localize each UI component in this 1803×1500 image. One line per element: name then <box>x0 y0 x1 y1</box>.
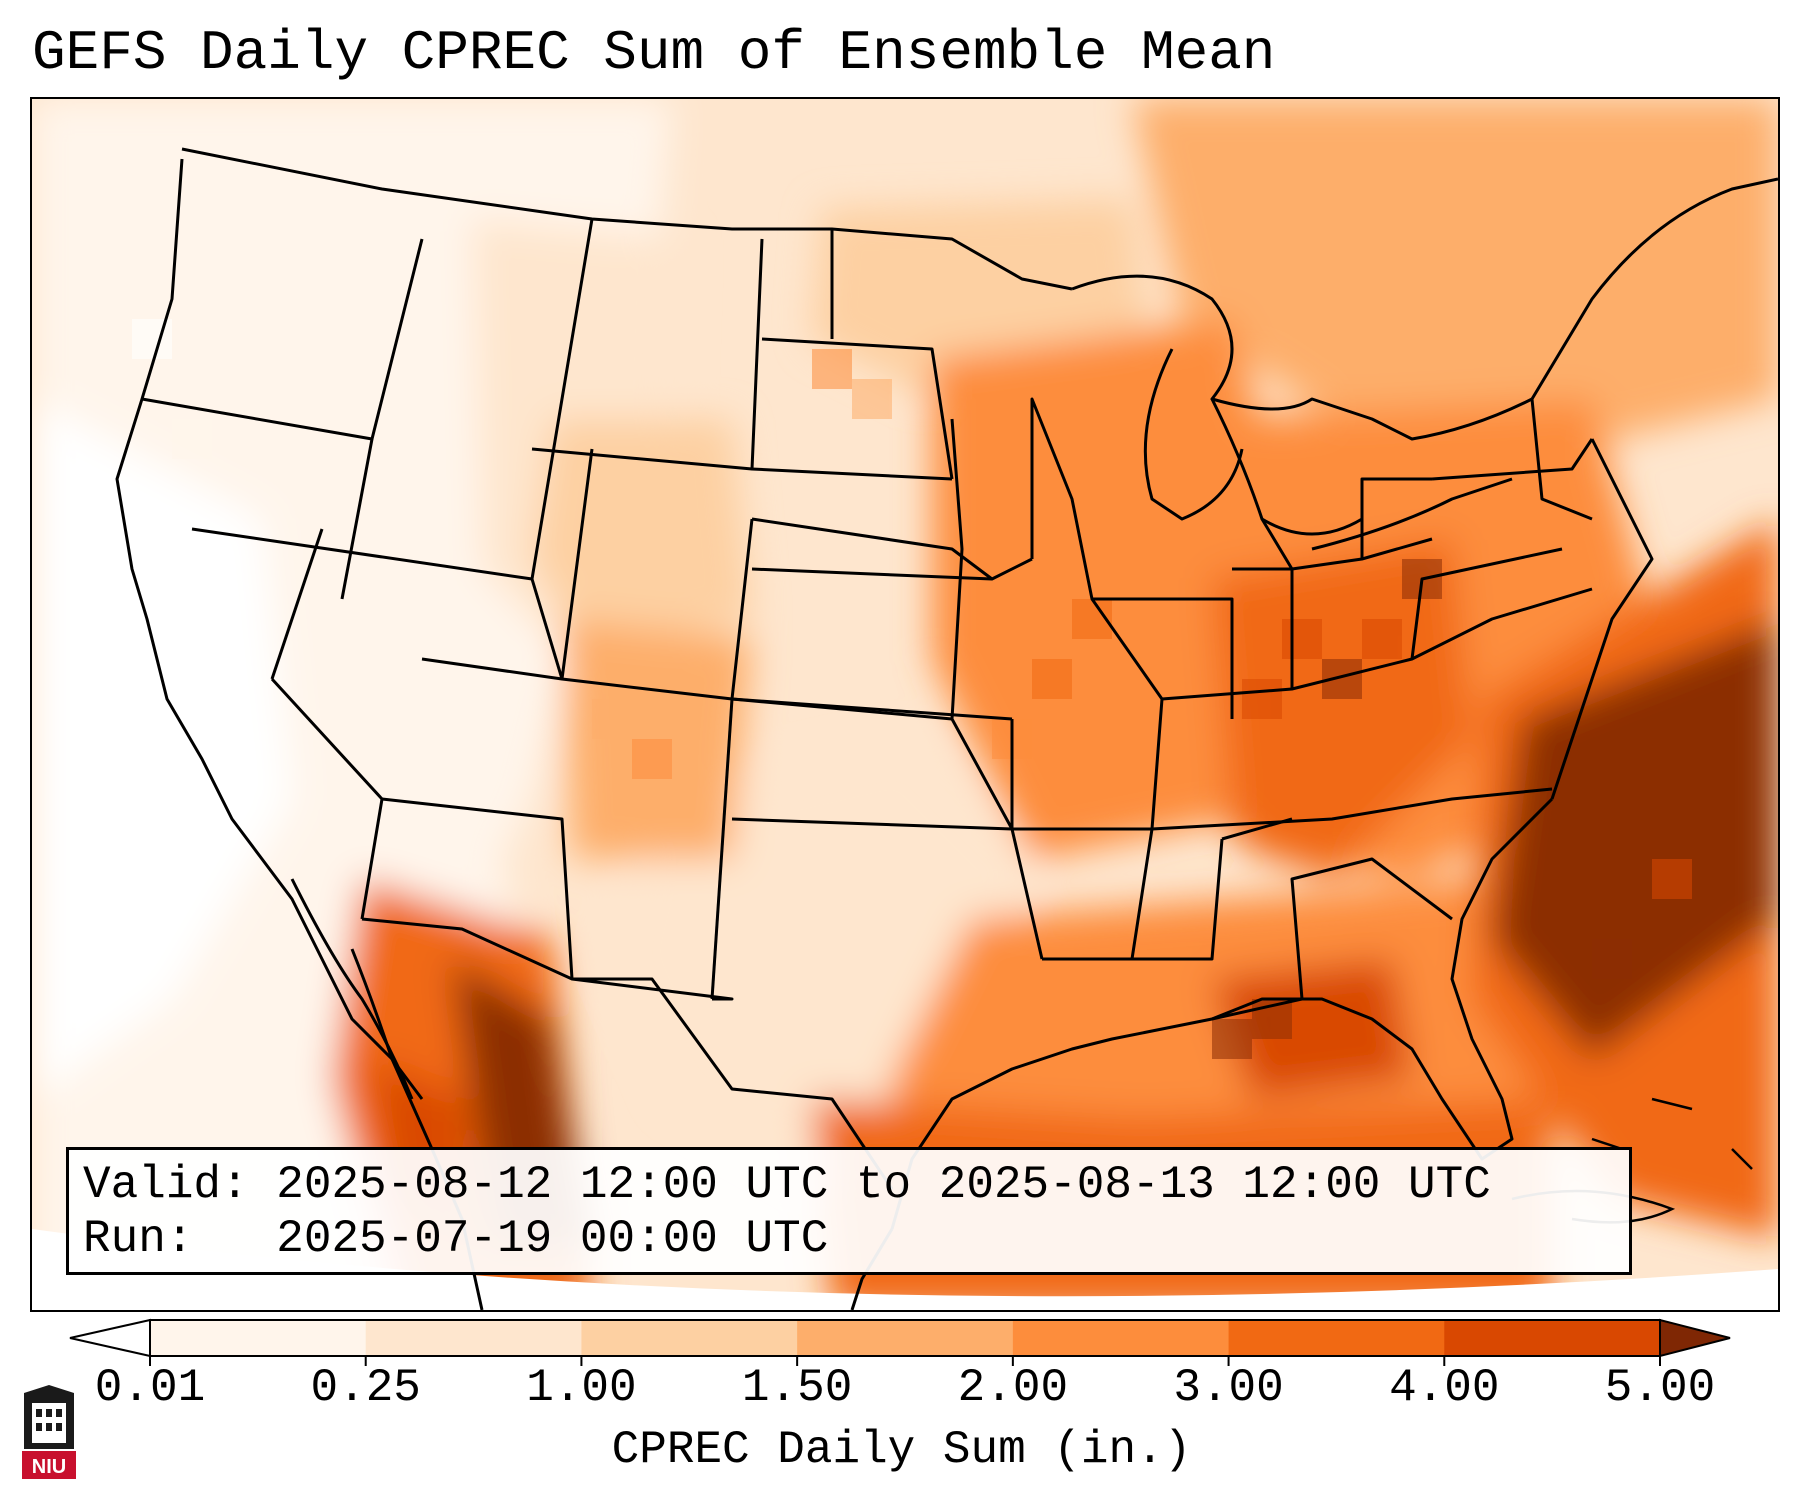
grid-cells <box>132 319 1692 1059</box>
colorbar-tick-label: 3.00 <box>1173 1362 1284 1414</box>
colorbar <box>69 1318 1731 1366</box>
colorbar-tick-label: 5.00 <box>1604 1362 1716 1414</box>
colorbar-tick-label: 0.25 <box>310 1362 421 1414</box>
colorbar-over-triangle <box>1659 1318 1731 1358</box>
colorbar-segment <box>365 1320 582 1356</box>
colorbar-segment <box>150 1320 367 1356</box>
domain-edge <box>32 1229 1778 1310</box>
valid-run-info-box: Valid: 2025-08-12 12:00 UTC to 2025-08-1… <box>66 1147 1632 1275</box>
valid-time-text: Valid: 2025-08-12 12:00 UTC to 2025-08-1… <box>83 1159 1491 1211</box>
colorbar-label: CPREC Daily Sum (in.) <box>611 1424 1192 1476</box>
colorbar-segment <box>1012 1320 1230 1356</box>
colorbar-segment <box>1444 1320 1661 1356</box>
colorbar-under-triangle <box>69 1318 151 1358</box>
colorbar-frame <box>149 1319 1661 1357</box>
colorbar-segment <box>1228 1320 1445 1356</box>
colorbar-tick-label: 1.00 <box>526 1362 637 1414</box>
colorbar-tick-label: 1.50 <box>741 1362 853 1414</box>
colorbar-segment <box>581 1320 798 1356</box>
map-title: GEFS Daily CPREC Sum of Ensemble Mean <box>32 21 1276 85</box>
colorbar-tick-label: 2.00 <box>957 1362 1069 1414</box>
colorbar-tick-label: 4.00 <box>1389 1362 1500 1414</box>
precipitation-map <box>30 97 1780 1312</box>
colorbar-segment <box>797 1320 1014 1356</box>
run-time-text: Run: 2025-07-19 00:00 UTC <box>83 1213 829 1265</box>
niu-logo-text: NIU <box>32 1456 66 1478</box>
colorbar-tick-label: 0.01 <box>94 1362 206 1414</box>
niu-logo: NIU <box>22 1385 76 1479</box>
map-canvas <box>32 99 1778 1310</box>
boundary-lines <box>115 147 1778 1310</box>
